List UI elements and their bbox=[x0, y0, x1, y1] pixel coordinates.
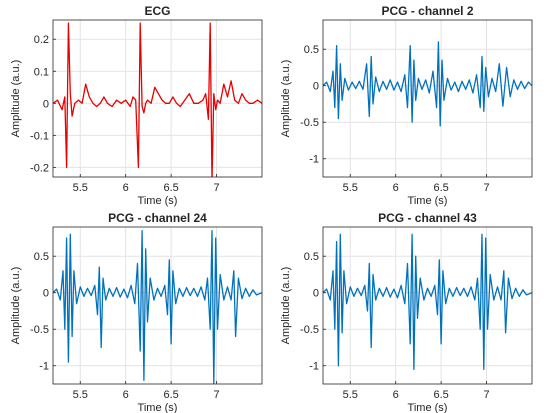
x-tick-label: 6.5 bbox=[433, 182, 448, 194]
chart-title: PCG - channel 24 bbox=[108, 211, 207, 225]
x-tick-label: 7 bbox=[484, 389, 490, 401]
x-tick-label: 5.5 bbox=[73, 182, 88, 194]
y-tick-label: 0 bbox=[43, 288, 49, 300]
x-tick-label: 6 bbox=[393, 182, 399, 194]
y-axis-label: Amplitude (a.u.) bbox=[280, 60, 292, 138]
x-tick-label: 5.5 bbox=[343, 182, 358, 194]
x-axis-label: Time (s) bbox=[138, 195, 178, 207]
chart-panel-1: 5.5 6 6.5 7 -0.2 -0.1 0 0.1 0.2 ECG Time (s) Amplit… bbox=[10, 4, 263, 207]
y-tick-label: 0.5 bbox=[304, 251, 319, 263]
x-tick-label: 7 bbox=[484, 182, 490, 194]
y-tick-label: 0 bbox=[313, 288, 319, 300]
y-tick-label: -0.5 bbox=[300, 117, 319, 129]
y-tick-label: 0 bbox=[313, 81, 319, 93]
plot-area bbox=[323, 20, 532, 177]
chart-title: ECG bbox=[144, 4, 170, 18]
y-tick-label: -0.1 bbox=[30, 130, 49, 142]
y-tick-label: -1 bbox=[39, 361, 49, 373]
plot-area bbox=[53, 227, 262, 384]
x-tick-label: 6 bbox=[123, 389, 129, 401]
axes-box bbox=[322, 226, 533, 385]
axes-box bbox=[322, 19, 533, 178]
y-tick-label: -1 bbox=[309, 361, 319, 373]
axes-box bbox=[52, 19, 263, 178]
x-axis-label: Time (s) bbox=[408, 402, 448, 413]
y-tick-label: -0.5 bbox=[30, 324, 49, 336]
x-axis-label: Time (s) bbox=[408, 195, 448, 207]
y-axis-label: Amplitude (a.u.) bbox=[280, 267, 292, 345]
x-tick-label: 5.5 bbox=[73, 389, 88, 401]
x-tick-label: 6.5 bbox=[163, 389, 178, 401]
y-tick-label: -0.2 bbox=[30, 162, 49, 174]
series-line bbox=[323, 41, 532, 127]
chart-panel-3: 5.5 6 6.5 7 -1 -0.5 0 0.5 PCG - channel 24 Time (… bbox=[10, 211, 263, 413]
y-axis-label: Amplitude (a.u.) bbox=[10, 267, 22, 345]
x-tick-label: 6.5 bbox=[163, 182, 178, 194]
y-tick-label: 0.2 bbox=[34, 34, 49, 46]
series-line bbox=[53, 230, 262, 384]
chart-panel-4: 5.5 6 6.5 7 -1 -0.5 0 0.5 PCG - channel 43 Time (… bbox=[280, 211, 533, 413]
chart-title: PCG - channel 2 bbox=[381, 4, 473, 18]
x-tick-label: 6.5 bbox=[433, 389, 448, 401]
x-tick-label: 6 bbox=[123, 182, 129, 194]
y-tick-label: -1 bbox=[309, 154, 319, 166]
plot-area bbox=[53, 20, 262, 177]
x-tick-label: 7 bbox=[214, 182, 220, 194]
series-line bbox=[323, 233, 532, 371]
plot-area bbox=[323, 227, 532, 384]
y-tick-label: 0.5 bbox=[304, 44, 319, 56]
y-tick-label: 0 bbox=[43, 98, 49, 110]
chart-panel-2: 5.5 6 6.5 7 -1 -0.5 0 0.5 PCG - channel 2 Time (s… bbox=[280, 4, 533, 207]
series-line bbox=[53, 22, 262, 177]
chart-title: PCG - channel 43 bbox=[378, 211, 477, 225]
x-axis-label: Time (s) bbox=[138, 402, 178, 413]
y-tick-label: -0.5 bbox=[300, 324, 319, 336]
x-tick-label: 6 bbox=[393, 389, 399, 401]
y-axis-label: Amplitude (a.u.) bbox=[10, 60, 22, 138]
y-tick-label: 0.1 bbox=[34, 66, 49, 78]
x-tick-label: 5.5 bbox=[343, 389, 358, 401]
axes-box bbox=[52, 226, 263, 385]
y-tick-label: 0.5 bbox=[34, 251, 49, 263]
x-tick-label: 7 bbox=[214, 389, 220, 401]
